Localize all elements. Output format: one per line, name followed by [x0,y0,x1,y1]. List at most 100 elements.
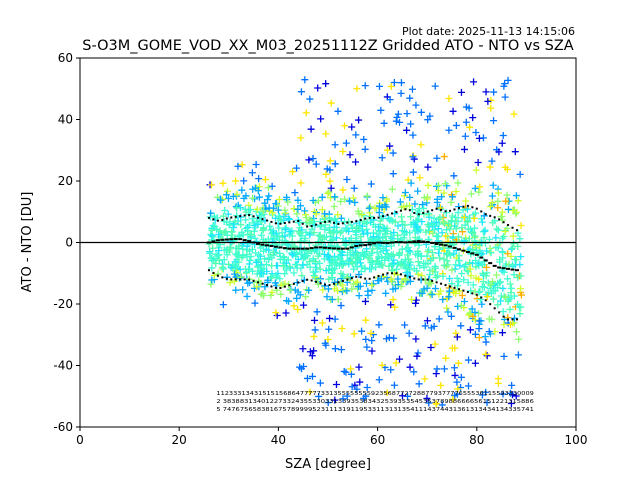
data-point [455,203,463,211]
mean-point [323,246,328,249]
data-point [391,218,399,226]
data-point [488,199,496,207]
lower-sigma-point [431,279,434,282]
upper-sigma-point [332,221,335,224]
mean-point [220,238,225,241]
data-point [232,286,240,294]
data-point [500,292,508,300]
data-point [277,290,285,298]
data-point [500,320,508,328]
data-point [238,186,246,194]
mean-point [296,247,301,250]
data-point [448,266,456,274]
data-point [438,229,446,237]
data-point [463,266,471,274]
mean-point [345,247,350,250]
data-point [338,248,346,256]
data-point [467,272,475,280]
data-point [347,365,355,373]
data-point [367,265,375,273]
data-point [245,260,253,268]
mean-point [385,242,390,245]
data-point [432,218,440,226]
upper-sigma-point [435,207,438,210]
data-point [439,272,447,280]
data-point [456,262,464,270]
data-point [380,244,388,252]
upper-sigma-point [341,222,344,225]
data-point [475,317,483,325]
lower-sigma-point [395,272,398,275]
data-point [471,316,479,324]
data-point [457,373,465,381]
data-point [309,155,317,163]
data-point [287,229,295,237]
data-point [390,334,398,342]
data-point [379,194,387,202]
data-point [478,300,486,308]
mean-point [273,245,278,248]
data-point [500,82,508,90]
data-point [494,244,502,252]
data-point [362,316,370,324]
mean-point [514,269,519,272]
data-point [325,265,333,273]
data-point [396,198,404,206]
data-point [356,225,364,233]
data-point [427,324,435,332]
data-point [512,192,520,200]
data-point [297,88,305,96]
lower-sigma-point [408,276,411,279]
data-point [328,269,336,277]
data-point [413,352,421,360]
data-point [482,272,490,280]
data-point [461,263,469,271]
data-point [260,225,268,233]
data-point [454,302,462,310]
lower-sigma-point [239,278,242,281]
data-point [289,251,297,259]
data-point [245,247,253,255]
upper-sigma-point [292,220,295,223]
data-point [293,294,301,302]
data-point [324,285,332,293]
data-point [284,198,292,206]
data-point [431,82,439,90]
data-point [321,282,329,290]
data-point [515,335,523,343]
data-point [436,214,444,222]
data-point [253,205,261,213]
data-point [407,120,415,128]
data-point [305,286,313,294]
data-point [252,161,260,169]
data-point [334,211,342,219]
data-point [361,145,369,153]
data-point [325,275,333,283]
data-point [462,118,470,126]
data-point [222,227,230,235]
data-point [243,292,251,300]
data-point [500,268,508,276]
data-point [237,221,245,229]
data-point [415,250,423,258]
data-point [258,211,266,219]
data-point [461,132,469,140]
data-point [396,118,404,126]
data-point [403,110,411,118]
lower-sigma-point [319,282,322,285]
mean-point [331,247,336,250]
data-point [509,232,517,240]
data-point [387,275,395,283]
lower-sigma-point [350,277,353,280]
data-point [233,204,241,212]
data-point [514,300,522,308]
data-point [466,123,474,131]
data-point [401,321,409,329]
data-point [475,334,483,342]
data-point [492,271,500,279]
data-point [321,339,329,347]
data-point [311,258,319,266]
data-point [264,276,272,284]
upper-sigma-point [359,219,362,222]
data-point [454,179,462,187]
